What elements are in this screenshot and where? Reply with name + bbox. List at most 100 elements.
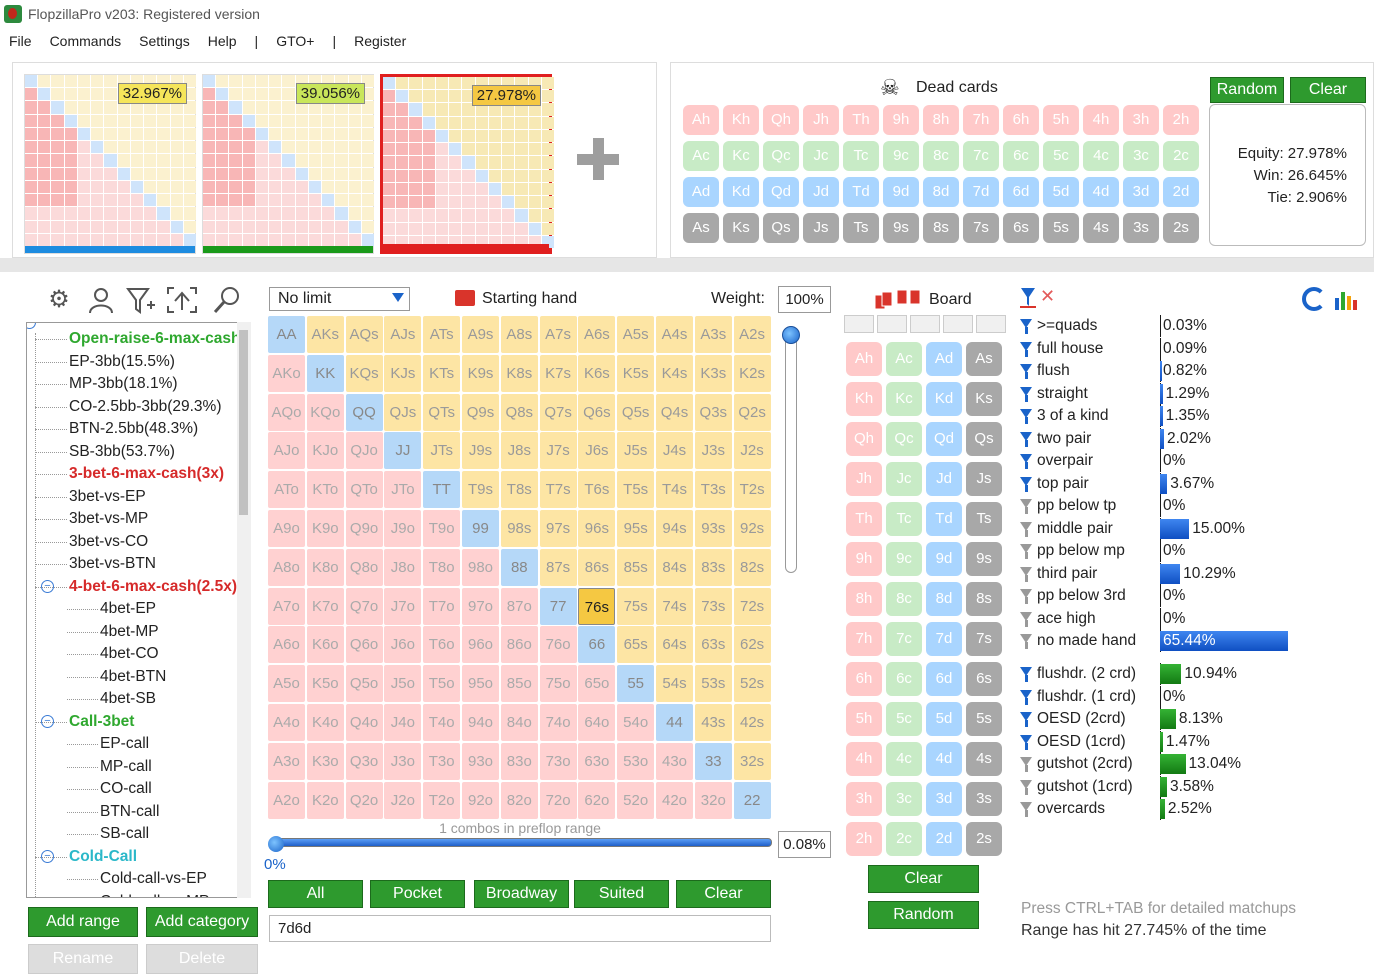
tree-node[interactable]: 4bet-CO (100, 643, 159, 665)
hand-cell-A4o[interactable]: A4o (268, 704, 305, 741)
tree-node[interactable]: Open-raise-6-max-cash (69, 328, 240, 350)
hand-cell-62s[interactable]: 62s (734, 626, 771, 663)
vertical-slider-thumb[interactable] (782, 326, 800, 344)
board-card-9c[interactable]: 9c (886, 542, 922, 576)
board-card-5c[interactable]: 5c (886, 702, 922, 736)
tree-node[interactable]: BTN-call (100, 801, 159, 823)
hand-cell-33[interactable]: 33 (695, 743, 732, 780)
board-card-3h[interactable]: 3h (846, 782, 882, 816)
hand-cell-Q7s[interactable]: Q7s (540, 394, 577, 431)
dead-card-4s[interactable]: 4s (1083, 213, 1119, 243)
tree-node[interactable]: 4bet-BTN (100, 666, 166, 688)
tree-node[interactable]: SB-3bb(53.7%) (69, 441, 175, 463)
hand-cell-T2o[interactable]: T2o (423, 782, 460, 819)
stat-row-flushdr-2-crd-[interactable]: flushdr. (2 crd)10.94% (1020, 663, 1374, 685)
board-card-5s[interactable]: 5s (966, 702, 1002, 736)
hand-cell-93o[interactable]: 93o (462, 743, 499, 780)
hand-cell-J5s[interactable]: J5s (617, 432, 654, 469)
board-card-6s[interactable]: 6s (966, 662, 1002, 696)
dead-card-Kh[interactable]: Kh (723, 105, 759, 135)
dead-card-5c[interactable]: 5c (1043, 141, 1079, 171)
hand-cell-75o[interactable]: 75o (540, 665, 577, 702)
dead-card-7d[interactable]: 7d (963, 177, 999, 207)
export-icon[interactable] (165, 285, 195, 315)
hand-cell-82o[interactable]: 82o (501, 782, 538, 819)
rename-button[interactable]: Rename (28, 944, 138, 974)
hand-cell-K9o[interactable]: K9o (307, 510, 344, 547)
board-clear-button[interactable]: Clear (868, 865, 979, 893)
hand-cell-72s[interactable]: 72s (734, 588, 771, 625)
hand-cell-AA[interactable]: AA (268, 316, 305, 353)
board-card-4h[interactable]: 4h (846, 742, 882, 776)
dead-card-Qh[interactable]: Qh (763, 105, 799, 135)
range-pct-slider[interactable] (276, 838, 772, 847)
board-card-9s[interactable]: 9s (966, 542, 1002, 576)
tree-node[interactable]: MP-3bb(18.1%) (69, 373, 178, 395)
tree-node[interactable]: 3bet-vs-CO (69, 531, 148, 553)
dead-card-9c[interactable]: 9c (883, 141, 919, 171)
dead-card-7s[interactable]: 7s (963, 213, 999, 243)
board-card-Qd[interactable]: Qd (926, 422, 962, 456)
hand-cell-ATo[interactable]: ATo (268, 471, 305, 508)
hand-cell-Q8s[interactable]: Q8s (501, 394, 538, 431)
hand-cell-Q9o[interactable]: Q9o (346, 510, 383, 547)
range-slot-3[interactable]: 27.978% (380, 74, 552, 254)
collapse-icon[interactable]: − (26, 322, 36, 329)
range-slot-1[interactable]: 32.967% (24, 74, 196, 254)
hand-cell-73o[interactable]: 73o (540, 743, 577, 780)
tree-node[interactable]: Cold-call-vs-EP (100, 868, 207, 890)
hand-cell-J6s[interactable]: J6s (578, 432, 615, 469)
hand-cell-A5o[interactable]: A5o (268, 665, 305, 702)
board-card-slot[interactable] (943, 315, 973, 333)
hand-cell-22[interactable]: 22 (734, 782, 771, 819)
dead-card-5h[interactable]: 5h (1043, 105, 1079, 135)
matrix-pocket-button[interactable]: Pocket (370, 880, 465, 908)
dead-card-9d[interactable]: 9d (883, 177, 919, 207)
dead-card-9h[interactable]: 9h (883, 105, 919, 135)
filter-plus-icon[interactable] (125, 285, 155, 315)
tree-node[interactable]: CO-2.5bb-3bb(29.3%) (69, 396, 222, 418)
hand-cell-A3o[interactable]: A3o (268, 743, 305, 780)
hand-cell-A4s[interactable]: A4s (656, 316, 693, 353)
hand-cell-98s[interactable]: 98s (501, 510, 538, 547)
menu-item-gto-[interactable]: GTO+ (267, 30, 323, 52)
stat-row-oesd-1crd-[interactable]: OESD (1crd)1.47% (1020, 731, 1374, 753)
dead-card-8s[interactable]: 8s (923, 213, 959, 243)
tree-node[interactable]: CO-call (100, 778, 152, 800)
hand-cell-AJs[interactable]: AJs (384, 316, 421, 353)
hand-cell-K6s[interactable]: K6s (578, 355, 615, 392)
board-card-Qh[interactable]: Qh (846, 422, 882, 456)
board-card-2d[interactable]: 2d (926, 822, 962, 856)
board-card-2h[interactable]: 2h (846, 822, 882, 856)
tree-node[interactable]: 4bet-EP (100, 598, 156, 620)
board-card-slot[interactable] (910, 315, 940, 333)
hand-cell-42s[interactable]: 42s (734, 704, 771, 741)
dead-card-Qc[interactable]: Qc (763, 141, 799, 171)
collapse-icon[interactable]: − (41, 580, 54, 593)
hand-cell-J4o[interactable]: J4o (384, 704, 421, 741)
menu-item-settings[interactable]: Settings (130, 30, 199, 52)
dead-card-3s[interactable]: 3s (1123, 213, 1159, 243)
hand-cell-87s[interactable]: 87s (540, 549, 577, 586)
hand-cell-K7o[interactable]: K7o (307, 588, 344, 625)
matrix-suited-button[interactable]: Suited (574, 880, 669, 908)
dead-card-2c[interactable]: 2c (1163, 141, 1199, 171)
bar-chart-icon[interactable] (1333, 288, 1357, 310)
hand-cell-T2s[interactable]: T2s (734, 471, 771, 508)
dead-card-Ac[interactable]: Ac (683, 141, 719, 171)
hand-cell-T9s[interactable]: T9s (462, 471, 499, 508)
hand-cell-TT[interactable]: TT (423, 471, 460, 508)
hand-cell-Q4s[interactable]: Q4s (656, 394, 693, 431)
hand-cell-KK[interactable]: KK (307, 355, 344, 392)
hand-cell-T3o[interactable]: T3o (423, 743, 460, 780)
hand-cell-K4o[interactable]: K4o (307, 704, 344, 741)
dead-card-6c[interactable]: 6c (1003, 141, 1039, 171)
hand-cell-Q7o[interactable]: Q7o (346, 588, 383, 625)
